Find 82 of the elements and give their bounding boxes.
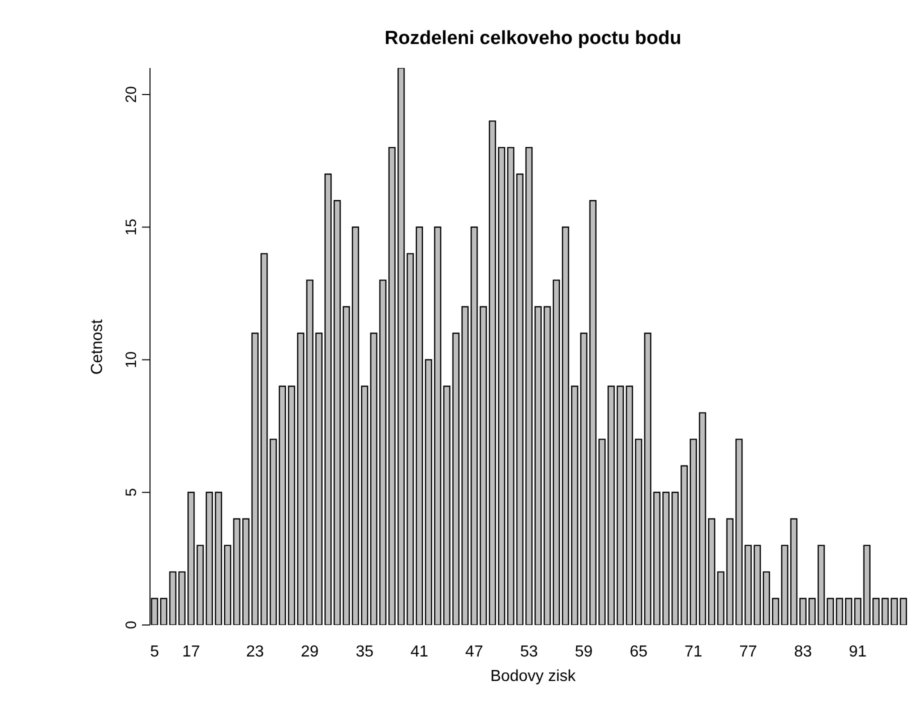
bar [288,386,296,625]
y-tick-label: 15 [123,218,140,236]
bar [388,146,396,625]
bar [187,492,195,625]
bar [324,173,332,625]
bar [534,306,542,625]
bar [270,438,277,625]
bar [498,146,506,625]
bar [580,332,588,625]
x-tick-label: 91 [848,643,867,660]
bar [717,571,724,625]
bar [552,280,560,625]
bar [214,492,222,625]
bar [808,598,816,625]
bar [735,438,743,625]
bar [424,359,432,625]
bar [516,173,524,625]
bar [233,518,240,625]
bar [863,544,870,625]
x-tick-label: 35 [356,643,374,660]
bar [818,544,825,625]
bar [598,438,606,625]
bar [361,386,368,625]
x-tick-label: 83 [794,643,812,660]
bar [854,598,862,625]
y-axis-title: Cetnost [89,318,107,377]
x-tick-label: 41 [410,643,428,660]
bar [690,438,697,625]
x-tick-label: 23 [246,643,264,660]
bar [544,306,551,625]
bar [406,253,414,625]
bar [352,226,360,625]
x-tick-label: 29 [300,643,319,660]
bar [626,386,634,625]
bar [836,598,844,625]
bar [698,412,706,625]
y-tick-label: 5 [123,488,140,497]
bar [278,386,286,625]
bar [762,571,770,625]
x-tick-label: 47 [465,643,484,660]
bar [379,280,386,625]
bar [398,68,405,625]
bar [799,598,807,625]
x-tick-label: 59 [574,643,593,660]
bar [562,226,570,625]
bar [315,332,323,625]
bar [872,598,880,625]
bar [242,518,250,625]
bar [488,120,496,625]
bar [416,226,423,625]
bar [224,544,232,625]
bar [525,146,533,625]
x-tick-label: 5 [150,643,160,660]
x-tick-label: 65 [630,643,648,660]
bar [772,598,780,625]
x-tick-label: 17 [182,643,200,660]
bar [461,306,469,625]
y-tick-label: 10 [123,351,140,368]
bar [708,518,716,625]
bar [507,146,514,625]
bar [845,598,852,625]
bar [452,332,460,625]
chart-title: Rozdeleni celkoveho poctu bodu [384,28,682,50]
x-tick-label: 71 [684,643,702,660]
y-tick-label: 0 [123,620,140,630]
x-axis-title: Bodovy zisk [489,668,577,686]
bar [680,465,688,625]
bar [826,598,834,625]
bar [726,518,734,625]
bar [571,386,578,625]
bar [589,200,597,625]
y-tick-label: 20 [123,86,140,103]
x-tick-label: 53 [520,643,538,660]
bar [672,492,679,625]
x-tick-label: 77 [739,643,758,660]
bar [178,571,186,625]
bar [251,332,259,625]
bar [370,332,378,625]
bar [662,492,670,625]
bar [634,438,642,625]
bar [260,253,268,625]
bar [900,598,908,625]
